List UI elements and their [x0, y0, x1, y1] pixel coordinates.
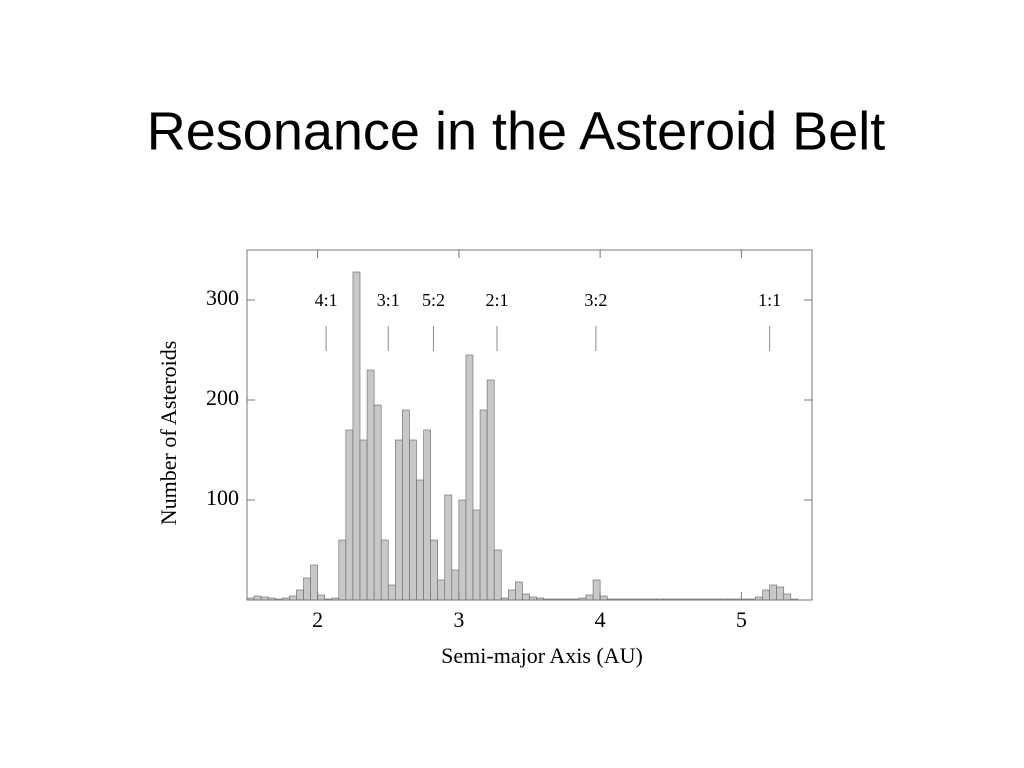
resonance-label: 3:1 [377, 290, 400, 310]
histogram-bar [409, 439, 417, 601]
histogram-bar [486, 379, 495, 601]
x-tick-label: 2 [312, 607, 323, 632]
histogram-bar [592, 579, 601, 601]
histogram-bar [776, 586, 785, 601]
histogram-bar [345, 429, 354, 601]
histogram-bar [585, 594, 594, 601]
histogram-bar [380, 539, 389, 601]
x-tick-label: 4 [595, 607, 606, 632]
histogram-bar [317, 594, 325, 601]
histogram-bar [599, 595, 608, 601]
histogram-bar [359, 439, 368, 601]
histogram-bar [402, 409, 410, 601]
histogram-bar [253, 595, 262, 601]
x-axis-label: Semi-major Axis (AU) [441, 643, 643, 668]
slide-title: Resonance in the Asteroid Belt [147, 101, 885, 161]
histogram-bar [444, 494, 453, 601]
histogram-bar [472, 509, 481, 601]
histogram-bar [479, 409, 488, 601]
histogram-bar [423, 429, 431, 601]
histogram-bar [296, 589, 304, 601]
histogram-bar [437, 579, 446, 601]
histogram-bar [289, 595, 297, 601]
histogram-bar [352, 271, 361, 601]
resonance-label: 3:2 [584, 290, 607, 310]
histogram-bar [338, 539, 347, 601]
histogram-bar [310, 564, 318, 601]
plot: 2 3 4 5 100 200 300 4:1 3:1 5:2 2:1 3:2 1:1 [206, 250, 812, 632]
histogram-bar [303, 577, 311, 601]
histogram-bar [458, 499, 467, 601]
x-tick-label: 5 [736, 607, 747, 632]
histogram-bar [508, 589, 516, 601]
histogram-bar [451, 569, 460, 601]
x-tick-label: 3 [453, 607, 464, 632]
plot-frame [246, 249, 813, 601]
histogram-bar [515, 581, 523, 601]
y-axis-label: Number of Asteroids [156, 341, 181, 526]
histogram-bar [465, 354, 474, 601]
histogram-bar [762, 589, 770, 601]
histogram-bar [522, 593, 530, 601]
histogram-bar [783, 593, 792, 601]
y-tick-label: 100 [206, 485, 239, 510]
resonance-label: 4:1 [315, 290, 338, 310]
y-tick-label: 200 [206, 385, 239, 410]
histogram-bar [387, 584, 396, 601]
histogram-bar [493, 549, 502, 601]
resonance-label: 1:1 [758, 290, 781, 310]
y-tick-label: 300 [206, 285, 239, 310]
histogram-bar [416, 479, 424, 601]
histogram-bar [395, 439, 403, 601]
histogram-bar [373, 404, 382, 601]
resonance-label: 2:1 [486, 290, 509, 310]
histogram-bar [769, 584, 777, 601]
histogram-bar [366, 369, 375, 601]
histogram-bar [430, 539, 438, 601]
resonance-label: 5:2 [422, 290, 445, 310]
